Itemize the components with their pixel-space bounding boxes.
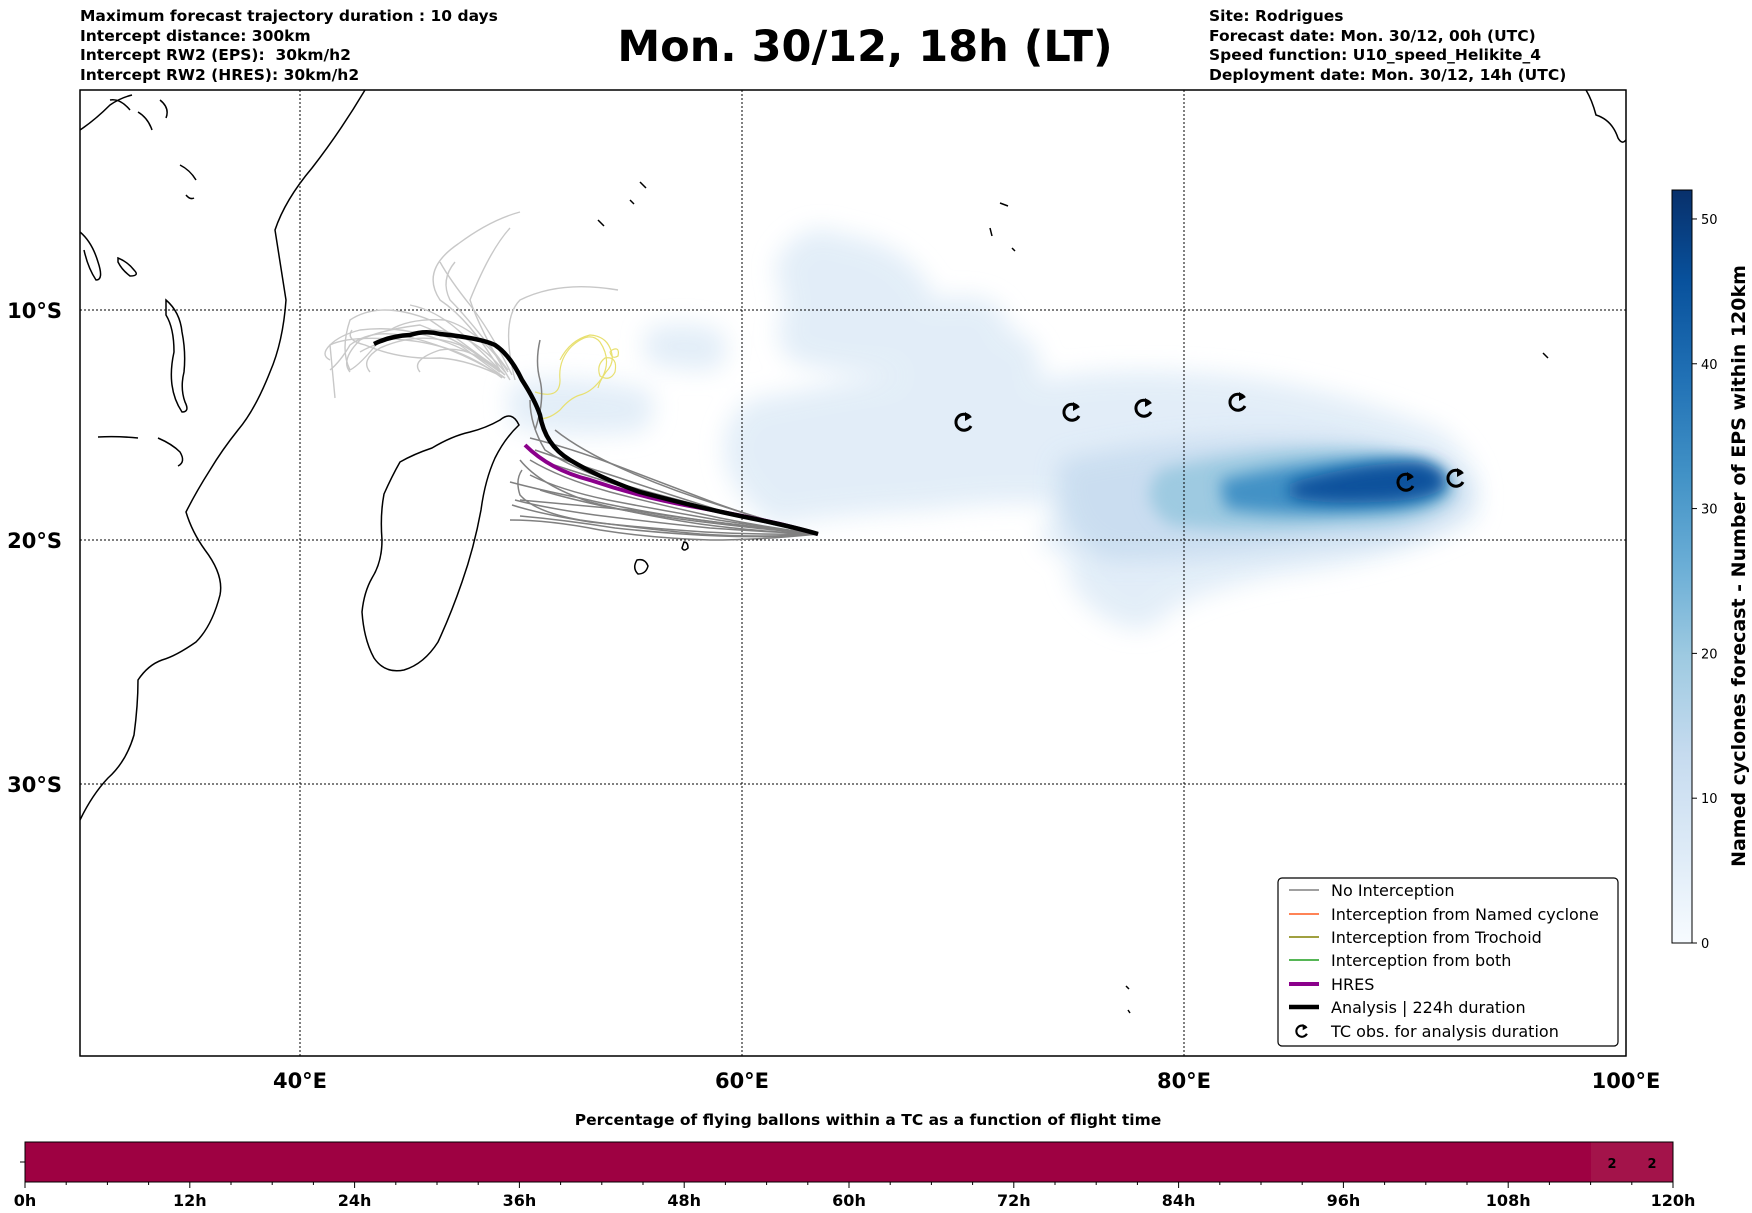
cyclone-density-field <box>508 229 1479 629</box>
lon-label-100e: 100°E <box>1592 1069 1661 1093</box>
analysis-track <box>372 330 819 537</box>
legend: No Interception Interception from Named … <box>1277 877 1619 1047</box>
colorbar-tick-label: 30 <box>1701 503 1718 518</box>
bar-tick-label: 108h <box>1486 1191 1531 1210</box>
speed-function-text: Speed function: U10_speed_Helikite_4 <box>1209 46 1542 64</box>
bar-cell-value: 2 <box>1607 1157 1616 1172</box>
header-right-info: Site: Rodrigues Forecast date: Mon. 30/1… <box>1209 7 1566 85</box>
legend-label-hres: HRES <box>1331 975 1374 994</box>
bar-ticks: 0h 12h 24h 36h 48h 60h 72h 84h 96h 108h 120h <box>14 1182 1696 1210</box>
site-text: Site: Rodrigues <box>1209 7 1344 25</box>
legend-box <box>1277 877 1619 1047</box>
coastlines <box>80 90 1626 1014</box>
page-title: Mon. 30/12, 18h (LT) <box>617 22 1113 72</box>
bar-tick-label: 96h <box>1327 1191 1361 1210</box>
bar-tick-label: 36h <box>503 1191 537 1210</box>
bar-fill <box>24 1141 1674 1183</box>
lon-label-80e: 80°E <box>1157 1069 1211 1093</box>
bar-title: Percentage of flying ballons within a TC… <box>575 1111 1162 1129</box>
intercept-eps-text: Intercept RW2 (EPS): 30km/h2 <box>80 46 351 64</box>
lat-label-30s: 30°S <box>7 773 62 797</box>
colorbar-tick-label: 40 <box>1701 358 1718 373</box>
colorbar-tick-label: 10 <box>1701 792 1718 807</box>
bar-tick-label: 120h <box>1651 1191 1696 1210</box>
deployment-date-text: Deployment date: Mon. 30/12, 14h (UTC) <box>1209 65 1567 84</box>
colorbar-tick-label: 50 <box>1701 213 1718 228</box>
bar-tick-label: 12h <box>173 1191 207 1210</box>
colorbar-gradient <box>1671 189 1693 944</box>
lat-label-20s: 20°S <box>7 529 62 553</box>
legend-label-both: Interception from both <box>1331 951 1511 970</box>
bar-tick-label: 72h <box>997 1191 1031 1210</box>
ensemble-tracks-light <box>324 211 619 399</box>
legend-label-no-interception: No Interception <box>1331 881 1455 900</box>
bar-tick-label: 84h <box>1162 1191 1196 1210</box>
max-duration-text: Maximum forecast trajectory duration : 1… <box>80 7 498 25</box>
colorbar-tick-label: 20 <box>1701 647 1718 662</box>
flight-time-bar: Percentage of flying ballons within a TC… <box>14 1111 1696 1210</box>
bar-cell-value: 2 <box>1647 1157 1656 1172</box>
legend-label-trochoid: Interception from Trochoid <box>1331 928 1542 947</box>
legend-label-named-cyclone: Interception from Named cyclone <box>1331 905 1599 924</box>
lat-label-10s: 10°S <box>7 299 62 323</box>
map-gridlines <box>80 90 1626 1056</box>
lon-label-40e: 40°E <box>273 1069 327 1093</box>
lon-label-60e: 60°E <box>715 1069 769 1093</box>
intercept-hres-text: Intercept RW2 (HRES): 30km/h2 <box>80 65 360 84</box>
bar-tick-label: 60h <box>832 1191 866 1210</box>
forecast-date-text: Forecast date: Mon. 30/12, 00h (UTC) <box>1209 26 1536 45</box>
colorbar-ticks: 0 10 20 30 40 50 <box>1692 213 1718 952</box>
bar-tick-label: 0h <box>14 1191 37 1210</box>
colorbar-label: Named cyclones forecast - Number of EPS … <box>1728 265 1750 867</box>
header-left-info: Maximum forecast trajectory duration : 1… <box>80 7 498 85</box>
yellow-tracks <box>534 334 619 419</box>
bar-tick-label: 24h <box>338 1191 372 1210</box>
legend-label-analysis: Analysis | 224h duration <box>1331 998 1526 1017</box>
colorbar-tick-label: 0 <box>1701 937 1709 952</box>
bar-cell-highlight <box>1591 1142 1673 1182</box>
intercept-distance-text: Intercept distance: 300km <box>80 26 311 45</box>
legend-label-tc-obs: TC obs. for analysis duration <box>1330 1022 1559 1041</box>
bar-tick-label: 48h <box>667 1191 701 1210</box>
colorbar: 0 10 20 30 40 50 Named cyclones forecast - Nu… <box>1671 189 1750 952</box>
